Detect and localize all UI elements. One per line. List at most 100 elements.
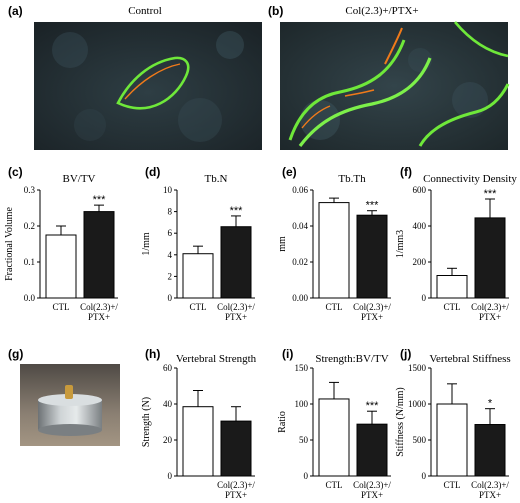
y-tick-label: 400: [413, 221, 427, 231]
bar: [474, 424, 506, 477]
chart-bv-tv: (c) BV/TV 0.0 0.1 0.2 0.3 Fractional Volume CTL…: [4, 165, 118, 322]
y-tick-label: 150: [295, 363, 309, 373]
bar: [182, 406, 214, 477]
category-label: Col(2.3)+/PTX+: [80, 302, 118, 322]
fluorescent-label-green: [298, 57, 432, 147]
y-tick-label: 50: [299, 435, 309, 445]
y-tick-label: 0: [168, 293, 173, 303]
significance-marker: ***: [366, 400, 380, 412]
category-label: CTL: [53, 302, 70, 312]
y-tick-label: 0.3: [24, 185, 36, 195]
bar: [83, 211, 115, 299]
chart-title: Connectivity Density: [423, 173, 517, 185]
y-tick-label: 100: [295, 399, 309, 409]
chart-title: Vertebral Strength: [176, 353, 257, 365]
bar: [436, 403, 468, 477]
chart-vertebral-stiffness: (j) Vertebral Stiffness 0 500 1000 1500 Stiffn…: [395, 347, 511, 500]
y-tick-label: 4: [168, 250, 173, 260]
y-tick-label: 0.1: [24, 257, 35, 267]
panel-label: (i): [282, 347, 293, 361]
y-axis-label: Fractional Volume: [4, 207, 15, 281]
chart-title: BV/TV: [63, 173, 96, 185]
y-axis-label: Strength (N): [141, 397, 152, 447]
category-label: Col(2.3)+/PTX+: [471, 302, 509, 322]
y-tick-label: 200: [413, 257, 427, 267]
micrograph-treated: (b) Col(2.3)+/PTX+: [268, 4, 510, 150]
micrograph-texture: [300, 48, 488, 140]
significance-marker: ***: [93, 194, 107, 206]
y-tick-label: 40: [163, 399, 173, 409]
category-label: CTL: [326, 480, 343, 490]
y-axis-label: Stiffness (N/mm): [395, 387, 406, 457]
chart-title: Strength:BV/TV: [315, 353, 388, 365]
y-axis-label: 1/mm: [141, 232, 152, 256]
chart-tb-th: (e) Tb.Th 0.00 0.02 0.04 0.06 mm CTL *** Col(2.3)…: [277, 165, 391, 322]
category-label: Col(2.3)+/PTX+: [353, 480, 391, 500]
micrograph-texture: [52, 31, 244, 142]
y-tick-label: 1500: [408, 363, 427, 373]
specimen-photo: (g): [8, 347, 120, 446]
y-tick-label: 0.0: [24, 293, 36, 303]
significance-marker: ***: [230, 205, 244, 217]
fluorescent-label-green: [288, 39, 406, 141]
y-axis-label: mm: [277, 236, 288, 252]
significance-marker: ***: [366, 200, 380, 212]
chart-title: Tb.N: [205, 173, 228, 185]
fluorescent-label-orange: [124, 63, 181, 100]
fluorescent-label-green: [454, 21, 509, 58]
y-tick-label: 0.2: [24, 221, 35, 231]
panel-label-a: (a): [8, 4, 23, 18]
y-tick-label: 0: [304, 471, 309, 481]
y-tick-label: 1000: [408, 399, 427, 409]
y-tick-label: 10: [163, 185, 173, 195]
chart-connectivity-density: (f) Connectivity Density 0 200 400 600 1/mm3 CT…: [395, 165, 517, 322]
y-tick-label: 0.06: [292, 185, 308, 195]
y-tick-label: 600: [413, 185, 427, 195]
bar: [182, 253, 214, 299]
panel-label: (f): [400, 165, 412, 179]
category-label: Col(2.3)+/PTX+: [353, 302, 391, 322]
y-tick-label: 8: [168, 207, 173, 217]
bar: [356, 214, 388, 299]
chart-vertebral-strength: (h) Vertebral Strength 0 20 40 60 Strength (N)…: [141, 347, 257, 500]
y-tick-label: 20: [163, 435, 173, 445]
panel-label: (h): [145, 347, 160, 361]
y-tick-label: 2: [168, 271, 173, 281]
bar: [220, 226, 252, 299]
y-tick-label: 0: [422, 293, 427, 303]
y-tick-label: 0.04: [292, 221, 308, 231]
category-label: CTL: [326, 302, 343, 312]
significance-marker: ***: [484, 188, 498, 200]
micrograph-background: [34, 22, 262, 150]
bar: [356, 423, 388, 477]
category-label: Col(2.3)+/PTX+: [217, 302, 255, 322]
vertebra-specimen: [65, 385, 73, 399]
chart-title: Vertebral Stiffness: [429, 353, 510, 365]
panel-label: (j): [400, 347, 411, 361]
fluorescent-label-orange: [301, 105, 331, 129]
category-label: CTL: [190, 302, 207, 312]
bar: [45, 234, 77, 299]
platen-top: [38, 394, 102, 406]
fluorescent-label-green: [116, 56, 190, 110]
y-axis-label: 1/mm3: [395, 230, 406, 258]
category-label: CTL: [444, 480, 461, 490]
category-label: Col(2.3)+/PTX+: [471, 480, 509, 500]
chart-title: Tb.Th: [338, 173, 366, 185]
y-axis-label: Ratio: [277, 411, 288, 433]
chart-strength-bv-tv: (i) Strength:BV/TV 0 50 100 150 Ratio CTL *** Col…: [277, 347, 391, 500]
significance-marker: *: [488, 398, 493, 410]
panel-label-g: (g): [8, 347, 23, 361]
chart-tb-n: (d) Tb.N 0 2 4 6 8 10 1/mm CTL *** Col(2.3)+/PTX+: [141, 165, 255, 322]
y-tick-label: 6: [168, 228, 173, 238]
bar: [318, 202, 350, 299]
fluorescent-label-green: [418, 83, 510, 147]
y-tick-label: 60: [163, 363, 173, 373]
micrograph-title-treated: Col(2.3)+/PTX+: [345, 5, 418, 17]
micrograph-title-control: Control: [128, 5, 162, 17]
fluorescent-label-orange: [384, 27, 403, 65]
platen-bottom: [38, 424, 102, 436]
y-tick-label: 500: [413, 435, 427, 445]
